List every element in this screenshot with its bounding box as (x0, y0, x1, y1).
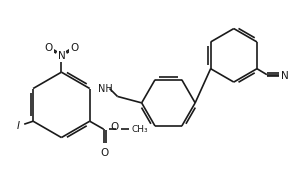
Text: N: N (281, 71, 288, 81)
Text: O: O (101, 148, 109, 158)
Text: O: O (70, 43, 78, 53)
Text: CH₃: CH₃ (131, 125, 148, 134)
Text: O: O (45, 43, 53, 53)
Text: O: O (110, 122, 119, 132)
Text: NH: NH (98, 84, 112, 94)
Text: N: N (58, 51, 65, 61)
Text: I: I (16, 121, 19, 131)
